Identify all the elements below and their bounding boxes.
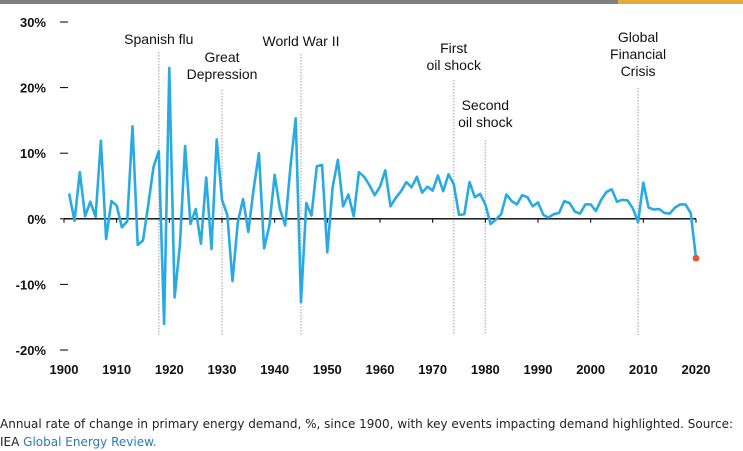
event-label: World War II: [262, 33, 339, 49]
y-tick-label: 20%: [20, 81, 46, 96]
top-accent-rule: [0, 0, 743, 4]
data-point-2020: [692, 254, 700, 262]
source-link[interactable]: Global Energy Review.: [23, 435, 157, 449]
y-tick-label: -10%: [16, 277, 47, 292]
event-label: Great: [204, 49, 239, 65]
x-tick-label: 1910: [102, 362, 131, 377]
event-label: oil shock: [458, 114, 513, 130]
x-tick-label: 1990: [524, 362, 553, 377]
event-label: First: [440, 40, 467, 56]
event-label: Second: [462, 97, 509, 113]
y-tick-label: -20%: [16, 343, 47, 358]
x-tick-label: 1920: [155, 362, 184, 377]
top-rule-gold-segment: [618, 0, 743, 4]
x-tick-label: 2000: [576, 362, 605, 377]
axes: 30% 20% 10% 0% -10% -20%1900 1910 1920 1930 1940 1…: [16, 15, 711, 377]
x-tick-label: 1980: [471, 362, 500, 377]
figure-caption: Annual rate of change in primary energy …: [0, 415, 735, 451]
event-label: Depression: [187, 66, 258, 82]
x-tick-label: 1970: [418, 362, 447, 377]
data-series: [68, 66, 700, 326]
y-tick-label: 30%: [20, 15, 46, 30]
x-tick-label: 2010: [629, 362, 658, 377]
event-label: oil shock: [426, 57, 481, 73]
top-rule-gray-segment: [0, 0, 618, 4]
x-tick-label: 1960: [366, 362, 395, 377]
series-line-2020-segment: [689, 211, 698, 260]
event-label: Spanish flu: [124, 31, 193, 47]
event-label: Global: [618, 29, 658, 45]
event-label: Financial: [610, 46, 666, 62]
x-tick-label: 1950: [313, 362, 342, 377]
event-label: Crisis: [621, 63, 656, 79]
x-tick-label: 1930: [208, 362, 237, 377]
y-tick-label: 10%: [20, 146, 46, 161]
x-tick-label: 1940: [260, 362, 289, 377]
series-line: [68, 66, 693, 326]
x-tick-label: 2020: [682, 362, 711, 377]
x-tick-label: 1900: [50, 362, 79, 377]
caption-text: Annual rate of change in primary energy …: [0, 417, 734, 449]
y-tick-label: 0%: [27, 212, 46, 227]
